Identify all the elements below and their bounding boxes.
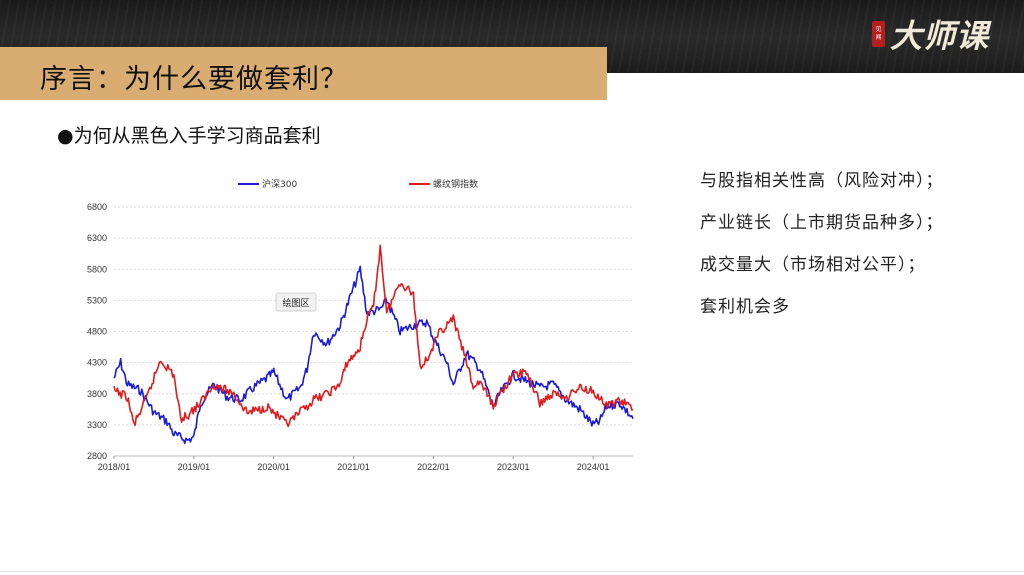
brand-seal: 见闻 [872, 21, 885, 47]
bullet-point-2: 产业链长（上市期货品种多）； [700, 213, 944, 233]
plot-area-tooltip [275, 292, 317, 312]
y-tick-label: 5300 [87, 295, 107, 305]
footer-divider [0, 571, 1024, 572]
series-line [113, 244, 634, 428]
x-tick-label: 2021/01 [337, 462, 370, 472]
plot-area-tooltip-label: 绘图区 [282, 297, 309, 309]
x-tick-label: 2022/01 [417, 462, 450, 472]
y-tick-label: 6300 [87, 233, 107, 243]
legend-label: 螺纹钢指数 [433, 178, 478, 190]
title-bar: 序言：为什么要做套利？ [0, 47, 607, 100]
bullet-point-4: 套利机会多 [700, 297, 790, 317]
brand-logo-text: 大师课 [890, 17, 990, 55]
series-line [113, 265, 634, 445]
y-tick-label: 3300 [87, 420, 107, 430]
brand-logo: 见闻 大师课 [872, 14, 990, 55]
y-tick-label: 5800 [87, 264, 107, 274]
y-tick-label: 3800 [87, 389, 107, 399]
bullet-point-1: 与股指相关性高（风险对冲）； [700, 171, 944, 191]
legend-label: 沪深300 [262, 178, 297, 190]
slide-subtitle: ●为何从黑色入手学习商品套利 [57, 125, 321, 147]
y-tick-label: 4800 [87, 327, 107, 337]
slide-title: 序言：为什么要做套利？ [40, 64, 348, 95]
y-tick-label: 4300 [87, 358, 107, 368]
x-tick-label: 2020/01 [257, 462, 290, 472]
y-tick-label: 2800 [87, 451, 107, 461]
line-chart[interactable]: 2800 3300 3800 4300 4800 5300 5800 6300 6800 2018… [70, 165, 640, 480]
bullet-point-3: 成交量大（市场相对公平）； [700, 255, 926, 275]
x-tick-label: 2023/01 [497, 462, 530, 472]
x-tick-label: 2018/01 [98, 462, 131, 472]
x-tick-label: 2019/01 [178, 462, 211, 472]
x-tick-label: 2024/01 [577, 462, 610, 472]
y-tick-label: 6800 [87, 202, 107, 212]
